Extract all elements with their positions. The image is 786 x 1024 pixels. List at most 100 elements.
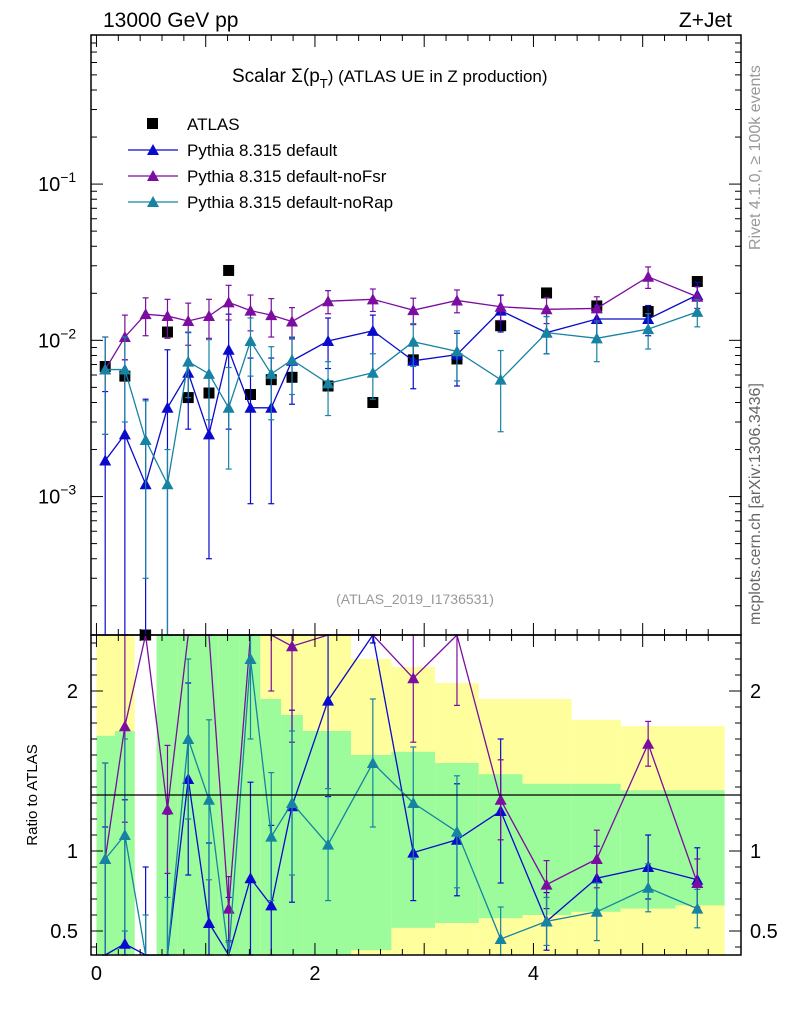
marker-noRap [99, 363, 112, 375]
ratio-marker-noRap [202, 793, 215, 805]
marker-noRap [244, 335, 257, 347]
marker-noFsr [642, 270, 655, 282]
marker-noFsr [265, 309, 278, 321]
marker-default [222, 343, 235, 355]
marker-noRap [450, 345, 463, 357]
legend: ATLAS Pythia 8.315 default Pythia 8.315 de… [128, 115, 393, 212]
ratio-marker-noRap [244, 653, 257, 664]
chart-title-sub: T [320, 76, 328, 91]
marker-noRap [590, 332, 603, 344]
marker-noFsr [450, 294, 463, 306]
marker-noRap [222, 401, 235, 413]
ratio-marker-noRap [450, 825, 463, 837]
ratio-marker-noRap [642, 881, 655, 893]
marker-noRap [642, 323, 655, 335]
marker-noFsr [182, 314, 195, 326]
y-tick-label-ratio-right: 0.5 [750, 921, 778, 943]
legend-label-data: ATLAS [187, 115, 240, 134]
marker-noFsr [161, 310, 174, 322]
marker-default [161, 401, 174, 413]
marker-noRap [265, 367, 278, 379]
marker-noFsr [494, 300, 507, 312]
legend-marker-noRap [147, 196, 159, 207]
ratio-marker-noFsr [540, 878, 553, 890]
legend-marker-atlas [147, 118, 158, 129]
ratio-marker-noFsr [494, 793, 507, 805]
axes: 0 2 4 10−1 10−2 10−3 2 2 1 1 0.5 0.5 [38, 34, 778, 985]
ratio-marker-default [265, 899, 278, 911]
marker-noRap [494, 373, 507, 385]
marker-noRap [286, 353, 299, 365]
marker-noRap [366, 366, 379, 378]
y-tick-label-ratio-right: 2 [750, 681, 761, 703]
marker-noFsr [691, 290, 704, 302]
ratio-marker-noRap [366, 757, 379, 768]
ratio-marker-noRap [118, 829, 131, 840]
ratio-band-inner [351, 755, 392, 951]
marker-noRap [161, 478, 174, 490]
ratio-series [99, 633, 704, 957]
legend-label-noRap: Pythia 8.315 default-noRap [187, 193, 393, 212]
ratio-y-axis-label: Ratio to ATLAS [24, 744, 41, 845]
legend-marker-noFsr [147, 170, 159, 181]
ratio-marker-noFsr [118, 720, 131, 732]
ratio-marker-default [202, 917, 215, 928]
x-tick-label: 0 [91, 963, 102, 985]
chart-title-rest: ) (ATLAS UE in Z production) [328, 67, 548, 86]
chart-title: Scalar Σ(pT) (ATLAS UE in Z production) [232, 66, 548, 91]
header-right: Z+Jet [679, 9, 732, 32]
marker-noFsr [322, 295, 335, 307]
marker-default [118, 428, 131, 440]
marker-noRap [407, 335, 420, 347]
ratio-marker-noRap [286, 797, 299, 808]
x-tick-label: 2 [309, 963, 320, 985]
rivet-label: Rivet 4.1.0, ≥ 100k events [747, 65, 764, 250]
marker-default [202, 428, 215, 440]
series-line-noRap [105, 311, 698, 487]
data-point-atlas [223, 264, 235, 276]
header-left: 13000 GeV pp [103, 9, 238, 32]
ratio-marker-noRap [322, 838, 335, 850]
legend-label-noFsr: Pythia 8.315 default-noFsr [187, 167, 387, 186]
marker-noRap [322, 377, 335, 389]
main-series [99, 264, 704, 641]
ratio-marker-noFsr [590, 853, 603, 864]
ratio-marker-noRap [182, 733, 195, 744]
series-line-noFsr [104, 276, 698, 370]
ratio-marker-default [118, 937, 131, 949]
ratio-marker-noFsr [286, 640, 299, 652]
marker-default [322, 335, 335, 347]
y-tick-label-main: 10−3 [38, 482, 76, 509]
y-tick-label-main: 10−2 [38, 325, 76, 352]
ratio-marker-noRap [590, 905, 603, 917]
ratio-marker-default [244, 872, 257, 884]
y-tick-label-main: 10−1 [38, 169, 76, 196]
ratio-marker-default [322, 694, 335, 706]
marker-noFsr [222, 296, 235, 308]
mcplots-label: mcplots.cern.ch [arXiv:1306.3436] [747, 383, 764, 625]
marker-noFsr [202, 310, 215, 322]
marker-noFsr [540, 303, 553, 315]
data-point-atlas [541, 287, 553, 299]
legend-label-default: Pythia 8.315 default [187, 141, 338, 160]
ratio-marker-noRap [99, 853, 112, 864]
ratio-marker-noRap [265, 830, 278, 842]
ratio-marker-noFsr [691, 877, 704, 888]
marker-default [99, 454, 112, 466]
data-point-atlas [691, 275, 703, 287]
marker-noFsr [366, 293, 379, 305]
series-line-default [104, 294, 698, 487]
marker-default [366, 324, 379, 336]
legend-marker-default [147, 144, 159, 155]
marker-noFsr [286, 315, 299, 327]
chart-title-main: Scalar Σ(p [232, 66, 320, 87]
ratio-marker-noRap [407, 797, 420, 808]
marker-noFsr [139, 308, 152, 320]
x-tick-label: 4 [528, 963, 539, 985]
marker-noRap [691, 305, 704, 317]
ratio-marker-noFsr [407, 672, 420, 684]
marker-default [244, 401, 257, 413]
y-tick-label-ratio: 0.5 [50, 921, 78, 943]
marker-noFsr [407, 304, 420, 316]
